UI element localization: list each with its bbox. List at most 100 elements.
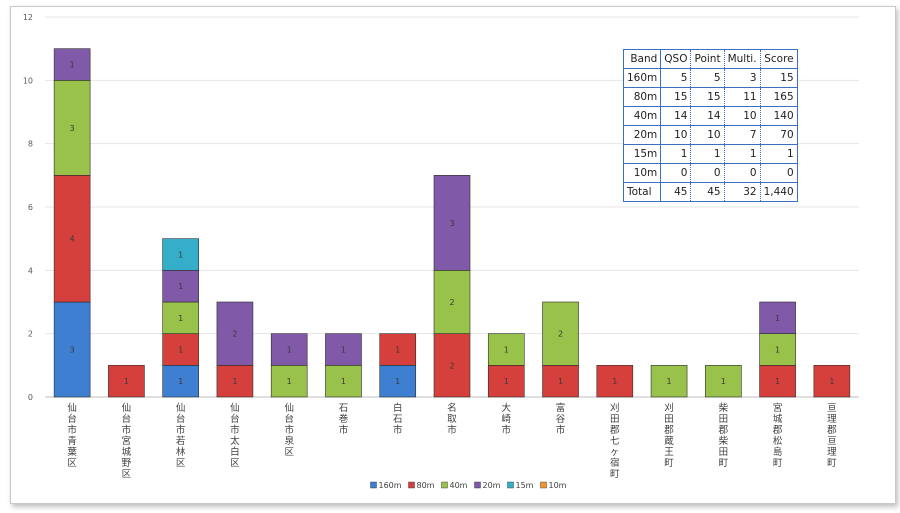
score-table-header-cell: QSO	[660, 49, 692, 69]
y-tick-label: 4	[28, 266, 33, 275]
y-tick-label: 10	[23, 76, 33, 85]
bar-segment	[162, 238, 199, 271]
category-label: 白石市	[393, 402, 403, 436]
bar-segment	[53, 48, 91, 81]
y-tick-label: 2	[28, 330, 33, 339]
bar-data-label: 2	[558, 330, 563, 339]
bar-data-label: 1	[667, 377, 672, 386]
bar-segment	[813, 365, 851, 398]
category-label: 仙台市若林区	[176, 402, 186, 469]
bar-segment	[379, 365, 417, 398]
bar-data-label: 1	[775, 314, 780, 323]
legend-label: 15m	[516, 481, 534, 490]
bar-segment	[325, 333, 362, 366]
bar-data-label: 1	[775, 377, 780, 386]
bar-segment	[379, 333, 417, 366]
bar-segment	[433, 270, 471, 334]
category-label: 仙台市宮城野区	[122, 402, 132, 480]
score-table-header-cell: Band	[623, 49, 662, 69]
score-table-cell: 20m	[623, 125, 662, 145]
bar-segment	[433, 333, 471, 398]
score-table-row: 40m 14 14 10 140	[623, 106, 798, 126]
score-table-cell: 140	[760, 106, 798, 126]
category-label: 富谷市	[556, 402, 566, 436]
category-label: 亘理郡亘理町	[827, 403, 837, 469]
x-axis-labels: 仙台市青葉区 仙台市宮城野区 仙台市若林区 仙台市太白区 仙台市泉区 石巻市 白石市 名取市 大…	[67, 402, 837, 480]
score-table-cell: 0	[760, 163, 798, 183]
y-tick-label: 8	[28, 140, 33, 149]
score-table-cell: 14	[660, 106, 692, 126]
bar-segment	[759, 301, 796, 334]
score-table-total-row: Total 45 45 32 1,440	[623, 182, 798, 202]
category-label: 宮城郡松島町	[773, 402, 783, 469]
bar-data-label: 1	[341, 346, 346, 355]
y-axis-ticks: 0 2 4 6 8 10 12	[23, 13, 33, 402]
category-label: 石巻市	[339, 403, 349, 436]
bar-segment	[53, 301, 91, 398]
category-label: 柴田郡柴田町	[719, 402, 729, 469]
score-table-cell: 40m	[623, 106, 662, 126]
score-table-cell: 15m	[623, 144, 662, 164]
bar-segment	[542, 301, 579, 366]
bar-data-label: 2	[449, 361, 454, 370]
legend-label: 20m	[483, 481, 501, 490]
legend: 160m 80m 40m 20m 15m 10m	[370, 481, 567, 490]
score-table-cell: 10	[690, 125, 725, 145]
score-table-cell: 14	[690, 106, 725, 126]
score-table: Band QSO Point Multi. Score 160m 5 5 3 15 80m 15 15…	[623, 49, 798, 202]
legend-swatch	[370, 481, 377, 489]
bar-segment	[216, 365, 254, 398]
score-table-header-cell: Score	[760, 49, 798, 69]
category-label: 名取市	[447, 402, 457, 436]
category-label: 刈田郡蔵王町	[664, 402, 674, 469]
bar-data-label: 1	[178, 346, 183, 355]
y-tick-label: 12	[23, 13, 33, 22]
legend-swatch	[408, 481, 415, 489]
bar-data-label: 3	[449, 219, 454, 228]
score-table-cell: 5	[660, 68, 692, 88]
bar-segment	[705, 365, 742, 398]
bar-data-label: 1	[341, 377, 346, 386]
bar-data-label: 1	[829, 377, 834, 386]
score-table-header-cell: Point	[690, 49, 725, 69]
bar-data-label: 1	[287, 377, 292, 386]
legend-label: 80m	[417, 481, 435, 490]
score-table-cell: 7	[724, 125, 761, 145]
bar-segment	[542, 365, 579, 398]
bar-data-label: 1	[178, 314, 183, 323]
score-table-row: 160m 5 5 3 15	[623, 68, 798, 88]
bar-data-label: 1	[178, 282, 183, 291]
score-table-cell: 0	[724, 163, 761, 183]
score-table-cell: 160m	[623, 68, 662, 88]
legend-label: 40m	[450, 481, 468, 490]
bar-data-label: 1	[395, 377, 400, 386]
bar-data-label: 1	[178, 251, 183, 260]
bar-data-label: 2	[232, 330, 237, 339]
y-tick-label: 0	[28, 393, 33, 402]
score-table-cell: 15	[690, 87, 725, 107]
bar-data-label: 1	[178, 377, 183, 386]
bar-data-label: 1	[775, 346, 780, 355]
score-table-cell: 1	[660, 144, 692, 164]
score-table-cell: 1,440	[760, 182, 798, 202]
bar-data-label: 2	[449, 298, 454, 307]
score-table-row: 15m 1 1 1 1	[623, 144, 798, 164]
score-table-cell: 10	[660, 125, 692, 145]
bar-data-label: 1	[504, 377, 509, 386]
bar-data-label: 3	[70, 124, 75, 133]
bar-segment	[53, 80, 91, 176]
score-table-cell: 1	[690, 144, 725, 164]
bar-segment	[650, 365, 688, 398]
bar-segment	[325, 365, 362, 398]
score-table-header-cell: Multi.	[724, 49, 761, 69]
legend-label: 160m	[379, 481, 402, 490]
score-table-cell: 45	[690, 182, 725, 202]
legend-swatch	[507, 481, 514, 489]
bar-data-label: 1	[504, 346, 509, 355]
score-table-cell: 32	[724, 182, 761, 202]
bar-segment	[270, 333, 308, 366]
bar-segment	[487, 333, 525, 366]
